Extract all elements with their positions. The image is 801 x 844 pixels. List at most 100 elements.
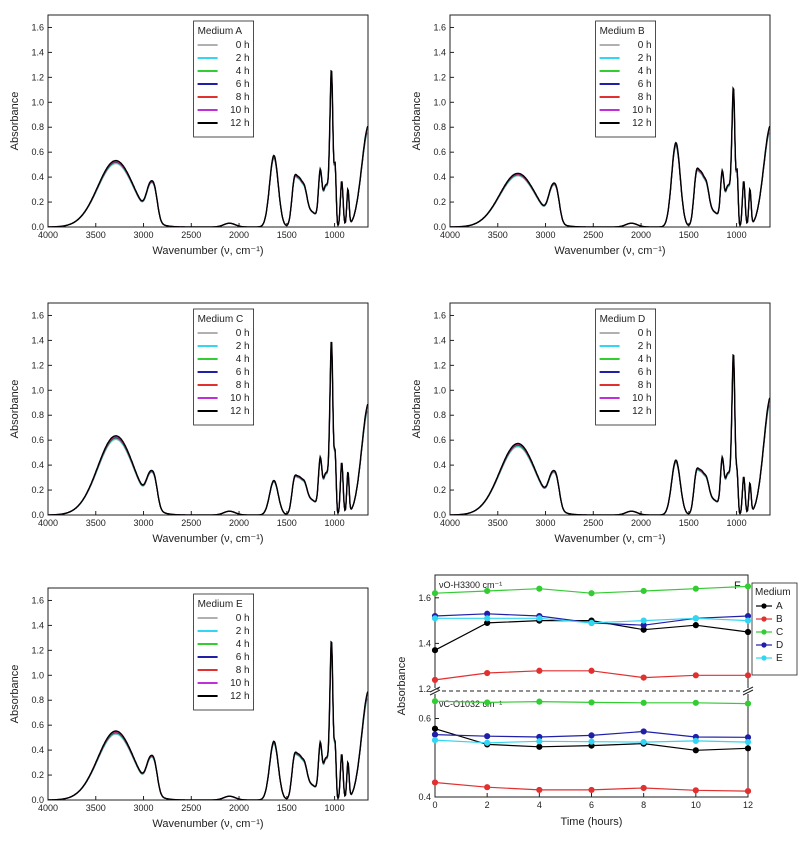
x-tick-label: 1500: [277, 518, 297, 528]
x-tick-label: 3500: [86, 803, 106, 813]
y-tick-label: 0.0: [31, 510, 44, 520]
data-point: [536, 667, 543, 674]
legend-title: Medium C: [198, 314, 244, 325]
y-tick-label: 1.4: [31, 620, 44, 630]
y-tick-label: 1.2: [31, 72, 44, 82]
legend-box: [751, 582, 798, 676]
spectrum-panel-1: 4000 3500 3000 2500 2000 1500 1000 0.0 0.2 0.4 0.6…: [411, 14, 771, 257]
data-point: [588, 732, 595, 739]
data-point: [692, 699, 699, 706]
x-axis-label: Wavenumber (ν, cm⁻¹): [152, 818, 263, 830]
legend-entry: 12 h: [230, 691, 249, 702]
x-tick-label: 2: [485, 800, 490, 810]
legend-box: [595, 20, 656, 138]
legend-entry: 12 h: [632, 118, 651, 129]
axis-break-gap: [429, 688, 441, 694]
data-point: [484, 615, 491, 622]
y-tick-label: 1.6: [418, 593, 431, 603]
data-point: [536, 698, 543, 705]
y-tick-label: 0.8: [433, 410, 446, 420]
data-point: [588, 738, 595, 745]
data-point: [588, 699, 595, 706]
data-point: [536, 738, 543, 745]
x-tick-label: 2000: [631, 230, 651, 240]
legend-entry: 0 h: [638, 40, 652, 51]
data-point: [692, 672, 699, 679]
legend-entry: 12 h: [632, 406, 651, 417]
legend-title: Medium B: [600, 26, 645, 37]
x-axis-label: Wavenumber (ν, cm⁻¹): [152, 245, 263, 257]
legend-entry: 0 h: [236, 328, 250, 339]
legend-entry: 8 h: [236, 92, 250, 103]
legend-entry: 6 h: [236, 652, 250, 663]
x-tick-label: 2500: [583, 230, 603, 240]
spectrum-panel-2: 4000 3500 3000 2500 2000 1500 1000 0.0 0.2 0.4 0.6…: [9, 302, 369, 545]
data-point: [744, 617, 752, 624]
legend-box: [595, 308, 656, 426]
data-point: [744, 583, 752, 590]
data-point: [744, 738, 752, 746]
legend-title: Medium A: [198, 26, 243, 37]
legend-entry: D: [776, 640, 783, 651]
spectrum-panel-3: 4000 3500 3000 2500 2000 1500 1000 0.0 0.2 0.4 0.6…: [411, 302, 771, 545]
y-axis-label: Absorbance: [396, 657, 408, 716]
legend: Medium B 0 h 2 h 4 h 6 h 8 h 10 h 12 h: [595, 20, 656, 138]
spectrum-panel-4: 4000 3500 3000 2500 2000 1500 1000 0.0 0.2 0.4 0.6…: [9, 587, 369, 830]
legend-title: Medium D: [600, 314, 646, 325]
legend-marker: [761, 642, 767, 648]
legend-title: Medium E: [198, 599, 243, 610]
x-tick-label: 1500: [277, 230, 297, 240]
annotation-co: νC-O1032 cm⁻¹: [439, 699, 502, 709]
y-tick-label: 0.4: [31, 172, 44, 182]
legend-entry: 10 h: [230, 678, 249, 689]
data-point: [484, 587, 491, 595]
legend: Medium C 0 h 2 h 4 h 6 h 8 h 10 h 12 h: [193, 308, 255, 426]
x-tick-label: 2000: [229, 518, 249, 528]
legend-entry: 8 h: [236, 380, 250, 391]
x-tick-label: 3500: [488, 230, 508, 240]
x-tick-label: 3000: [134, 803, 154, 813]
y-tick-label: 0.0: [31, 795, 44, 805]
legend-entry: 6 h: [236, 367, 250, 378]
time-series-panel: 0 2 4 6 8 10 12 1.2 1.4 1.6 0.4 0.6 Time (hours) Abso…: [396, 574, 798, 828]
y-tick-label: 1.6: [433, 22, 446, 32]
y-tick-label: 0.0: [31, 222, 44, 232]
y-tick-label: 1.4: [433, 335, 446, 345]
data-point: [431, 725, 439, 732]
data-point: [692, 585, 699, 592]
x-tick-label: 1000: [727, 518, 747, 528]
data-point: [692, 615, 699, 622]
x-tick-label: 3000: [134, 230, 154, 240]
axis-break-mark: [742, 686, 754, 693]
axis-break-gap: [742, 688, 754, 694]
x-tick-label: 8: [641, 800, 646, 810]
y-tick-label: 0.2: [31, 485, 44, 495]
x-tick-label: 3500: [488, 518, 508, 528]
y-tick-label: 1.4: [31, 335, 44, 345]
data-point: [484, 733, 491, 740]
x-tick-label: 2500: [181, 518, 201, 528]
legend-entry: 4 h: [236, 66, 250, 77]
legend-entry: A: [776, 601, 783, 612]
y-tick-label: 1.4: [31, 47, 44, 57]
data-point: [744, 628, 752, 636]
x-tick-label: 6: [589, 800, 594, 810]
x-tick-label: 2500: [181, 230, 201, 240]
data-point: [640, 674, 647, 681]
x-tick-label: 1000: [325, 803, 345, 813]
x-tick-label: 4000: [38, 803, 58, 813]
legend-entry: 6 h: [638, 367, 652, 378]
legend-entry: 0 h: [236, 40, 250, 51]
axis-break-mark: [429, 689, 441, 696]
x-tick-label: 2500: [583, 518, 603, 528]
legend-entry: 6 h: [638, 79, 652, 90]
x-tick-label: 4000: [440, 518, 460, 528]
x-tick-label: 3000: [536, 230, 556, 240]
x-tick-label: 2500: [181, 803, 201, 813]
y-tick-label: 0.4: [433, 460, 446, 470]
y-tick-label: 0.6: [31, 435, 44, 445]
y-axis-label: Absorbance: [9, 665, 21, 724]
y-axis-label: Absorbance: [9, 92, 21, 151]
legend-marker: [761, 629, 767, 635]
legend-entry: 4 h: [638, 66, 652, 77]
